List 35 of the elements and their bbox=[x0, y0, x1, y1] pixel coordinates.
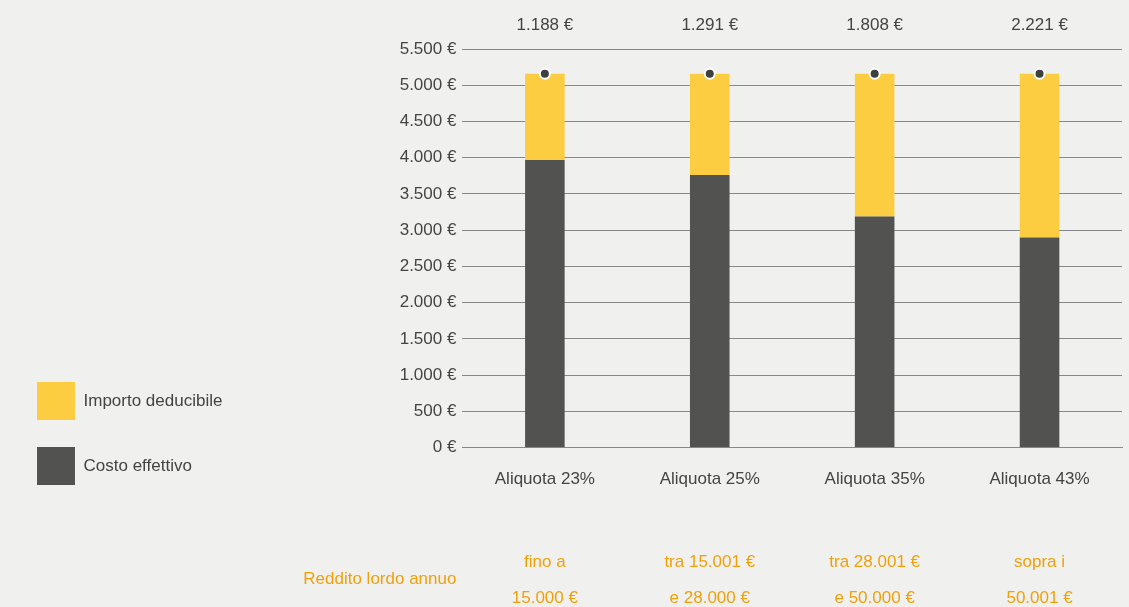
legend-label: Importo deducibile bbox=[83, 390, 223, 410]
y-tick-label: 2.000 € bbox=[399, 292, 457, 312]
bar bbox=[854, 216, 895, 448]
bar bbox=[525, 73, 565, 160]
x-tick-label: Aliquota 35% bbox=[824, 469, 925, 489]
bar bbox=[689, 73, 730, 176]
text: fino a 15.000 € bbox=[511, 551, 579, 607]
text: tra 15.001 € e 28.000 € bbox=[664, 551, 756, 607]
y-tick-label: 4.500 € bbox=[399, 111, 457, 131]
y-tick-label: 500 € bbox=[413, 401, 457, 421]
legend-label: Costo effettivo bbox=[83, 455, 192, 475]
y-tick-label: 3.500 € bbox=[399, 183, 457, 203]
text: Reddito lordo annuo bbox=[303, 568, 457, 588]
bar bbox=[1019, 73, 1060, 238]
bar bbox=[525, 159, 565, 448]
y-tick-label: 0 € bbox=[432, 437, 457, 457]
text: 1.188 € bbox=[516, 14, 574, 34]
text: 2.221 € bbox=[1011, 14, 1069, 34]
bar bbox=[689, 175, 730, 448]
bar bbox=[1019, 237, 1060, 448]
text: tra 28.001 € e 50.000 € bbox=[829, 551, 921, 607]
x-tick-label: Aliquota 25% bbox=[659, 469, 760, 489]
bar bbox=[854, 73, 895, 217]
y-tick-label: 2.500 € bbox=[399, 256, 457, 276]
y-tick-label: 3.000 € bbox=[399, 219, 457, 239]
y-tick-label: 4.000 € bbox=[399, 147, 457, 167]
y-tick-label: 1.000 € bbox=[399, 364, 457, 384]
y-tick-label: 5.500 € bbox=[399, 38, 457, 58]
text: 1.808 € bbox=[846, 14, 904, 34]
x-tick-label: Aliquota 23% bbox=[494, 469, 595, 489]
x-tick-label: Aliquota 43% bbox=[989, 469, 1090, 489]
y-tick-label: 1.500 € bbox=[399, 328, 457, 348]
y-tick-label: 5.000 € bbox=[399, 74, 457, 94]
text: 1.291 € bbox=[681, 14, 739, 34]
text: sopra i 50.001 € bbox=[1006, 551, 1074, 607]
